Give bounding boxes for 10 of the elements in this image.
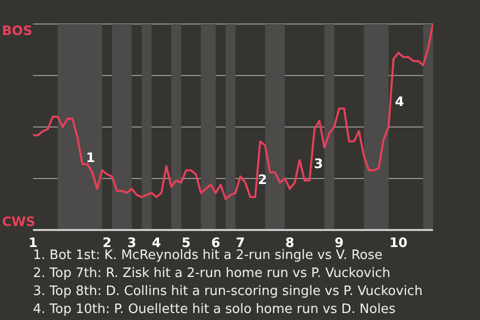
text: 3. Top 8th: D. Collins hit a run-scoring single vs P. Vuckovich bbox=[33, 283, 423, 301]
x-tick-label: 10 bbox=[389, 236, 408, 252]
annotation: 3 bbox=[314, 157, 324, 172]
annotation: 1 bbox=[86, 151, 96, 166]
annotation: 2 bbox=[258, 173, 268, 188]
annotation: 4 bbox=[395, 95, 404, 110]
annotation: CWS bbox=[2, 215, 36, 230]
text: 2. Top 7th: R. Zisk hit a 2-run home run vs P. Vuckovich bbox=[33, 265, 392, 283]
text: 4. Top 10th: P. Ouellette hit a solo home run vs D. Noles bbox=[33, 301, 397, 319]
text: BOS bbox=[2, 24, 32, 39]
